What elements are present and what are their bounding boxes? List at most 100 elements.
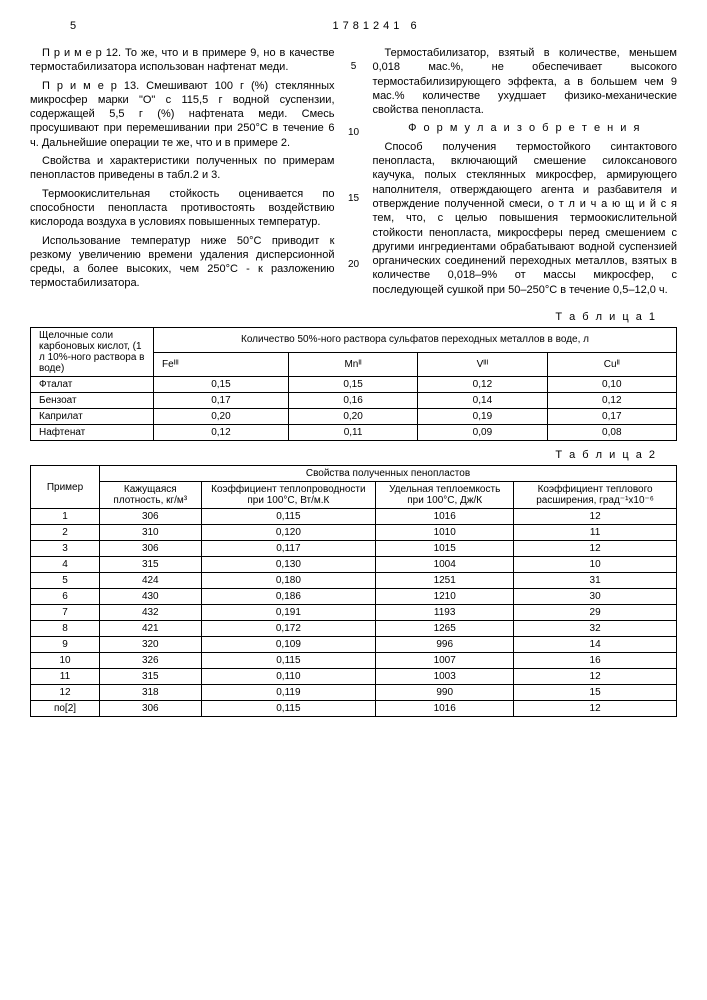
table-cell: 29 [514, 605, 677, 621]
table-cell: 0,10 [547, 377, 676, 393]
table-row: 123180,11999015 [31, 685, 677, 701]
line-num: 10 [347, 126, 361, 139]
table-cell: 996 [376, 637, 514, 653]
table-cell: 16 [514, 653, 677, 669]
paragraph: Термостабилизатор, взятый в количестве, … [373, 46, 678, 117]
table-cell: 310 [100, 525, 202, 541]
table1-label: Т а б л и ц а 1 [30, 311, 657, 323]
table-cell: 0,11 [288, 425, 417, 441]
table-cell: 0,15 [288, 377, 417, 393]
t2-col: Коэффициент теплового расширения, град⁻¹… [514, 482, 677, 509]
table-cell: 11 [31, 669, 100, 685]
table-cell: 31 [514, 573, 677, 589]
table-cell: 1015 [376, 541, 514, 557]
table-cell: 0,12 [547, 393, 676, 409]
table-cell: 12 [514, 509, 677, 525]
table-row: Нафтенат0,120,110,090,08 [31, 425, 677, 441]
table-cell: 0,180 [201, 573, 376, 589]
table-cell: 15 [514, 685, 677, 701]
table-cell: 4 [31, 557, 100, 573]
table-cell: 30 [514, 589, 677, 605]
table-cell: 1004 [376, 557, 514, 573]
table-cell: 0,115 [201, 509, 376, 525]
table2: Пример Свойства полученных пенопластов К… [30, 465, 677, 717]
table-cell: Каприлат [31, 409, 154, 425]
table-cell: 1016 [376, 509, 514, 525]
table-cell: 0,20 [288, 409, 417, 425]
paragraph: П р и м е р 13. Смешивают 100 г (%) стек… [30, 79, 335, 150]
table-row: Каприлат0,200,200,190,17 [31, 409, 677, 425]
table-cell: 0,17 [154, 393, 289, 409]
table-cell: 306 [100, 509, 202, 525]
table-cell: 12 [514, 541, 677, 557]
table-cell: 0,172 [201, 621, 376, 637]
table-cell: 0,119 [201, 685, 376, 701]
table-row: 103260,115100716 [31, 653, 677, 669]
table-cell: 306 [100, 701, 202, 717]
table-cell: Нафтенат [31, 425, 154, 441]
line-num: 5 [347, 60, 361, 73]
table-cell: 0,191 [201, 605, 376, 621]
table-cell: 12 [31, 685, 100, 701]
table-cell: 9 [31, 637, 100, 653]
table-cell: 7 [31, 605, 100, 621]
table-row: 54240,180125131 [31, 573, 677, 589]
table-row: по[2]3060,115101612 [31, 701, 677, 717]
table-cell: 424 [100, 573, 202, 589]
table-cell: 318 [100, 685, 202, 701]
t1-col: Mnᴵᴵ [288, 352, 417, 377]
line-num: 15 [347, 192, 361, 205]
table-cell: 5 [31, 573, 100, 589]
t1-col: Cuᴵᴵ [547, 352, 676, 377]
table-cell: 326 [100, 653, 202, 669]
table-cell: 0,20 [154, 409, 289, 425]
table-cell: 14 [514, 637, 677, 653]
t2-col: Коэффициент теплопроводности при 100°С, … [201, 482, 376, 509]
table-cell: 315 [100, 669, 202, 685]
table-row: 84210,172126532 [31, 621, 677, 637]
paragraph: Термоокислительная стойкость оценивается… [30, 187, 335, 230]
line-num: 20 [347, 258, 361, 271]
table-cell: 10 [31, 653, 100, 669]
table-cell: 315 [100, 557, 202, 573]
table-cell: 990 [376, 685, 514, 701]
page-num-right: 6 [410, 20, 420, 32]
table-row: 74320,191119329 [31, 605, 677, 621]
table-cell: 1016 [376, 701, 514, 717]
table2-label: Т а б л и ц а 2 [30, 449, 657, 461]
table1: Щелочные соли карбоновых кислот, (1 л 10… [30, 327, 677, 441]
t2-h-group: Свойства полученных пенопластов [100, 466, 677, 482]
table-cell: 1010 [376, 525, 514, 541]
table-cell: 32 [514, 621, 677, 637]
page-header: 5 1781241 6 [30, 20, 677, 32]
paragraph: П р и м е р 12. То же, что и в примере 9… [30, 46, 335, 75]
table-cell: 430 [100, 589, 202, 605]
table-cell: 0,120 [201, 525, 376, 541]
table-cell: 1 [31, 509, 100, 525]
table-row: 113150,110100312 [31, 669, 677, 685]
table-cell: 1007 [376, 653, 514, 669]
table-cell: 10 [514, 557, 677, 573]
table-cell: 0,186 [201, 589, 376, 605]
table-cell: 1265 [376, 621, 514, 637]
table-row: 93200,10999614 [31, 637, 677, 653]
table-cell: 432 [100, 605, 202, 621]
table-cell: 0,19 [418, 409, 547, 425]
table-row: 43150,130100410 [31, 557, 677, 573]
table-cell: 0,115 [201, 653, 376, 669]
table-cell: 0,16 [288, 393, 417, 409]
t1-col: Feᴵᴵᴵ [154, 352, 289, 377]
t1-col: Vᴵᴵᴵ [418, 352, 547, 377]
table-cell: 3 [31, 541, 100, 557]
table-cell: 0,117 [201, 541, 376, 557]
table-cell: 8 [31, 621, 100, 637]
table-row: 13060,115101612 [31, 509, 677, 525]
table-cell: 0,110 [201, 669, 376, 685]
t1-h2: Количество 50%-ного раствора сульфатов п… [154, 328, 677, 353]
t2-h-example: Пример [31, 466, 100, 509]
table-row: 33060,117101512 [31, 541, 677, 557]
text-columns: П р и м е р 12. То же, что и в примере 9… [30, 46, 677, 301]
table-cell: по[2] [31, 701, 100, 717]
table-row: 64300,186121030 [31, 589, 677, 605]
table-cell: Фталат [31, 377, 154, 393]
